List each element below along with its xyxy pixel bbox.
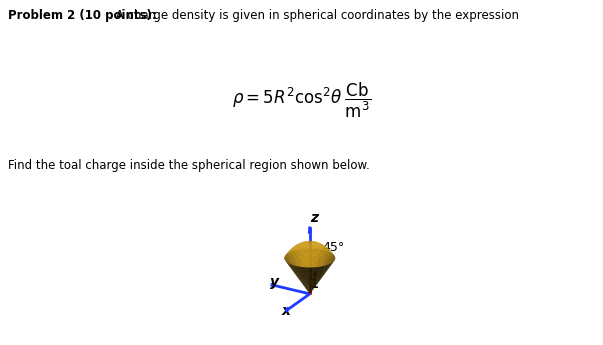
Text: A charge density is given in spherical coordinates by the expression: A charge density is given in spherical c… <box>112 9 519 22</box>
Text: Find the toal charge inside the spherical region shown below.: Find the toal charge inside the spherica… <box>8 159 370 172</box>
Text: $\rho = 5R^2\cos^2\!\theta \; \dfrac{\mathrm{Cb}}{\mathrm{m}^3}$: $\rho = 5R^2\cos^2\!\theta \; \dfrac{\ma… <box>232 81 371 120</box>
Text: Problem 2 (10 points):: Problem 2 (10 points): <box>8 9 157 22</box>
